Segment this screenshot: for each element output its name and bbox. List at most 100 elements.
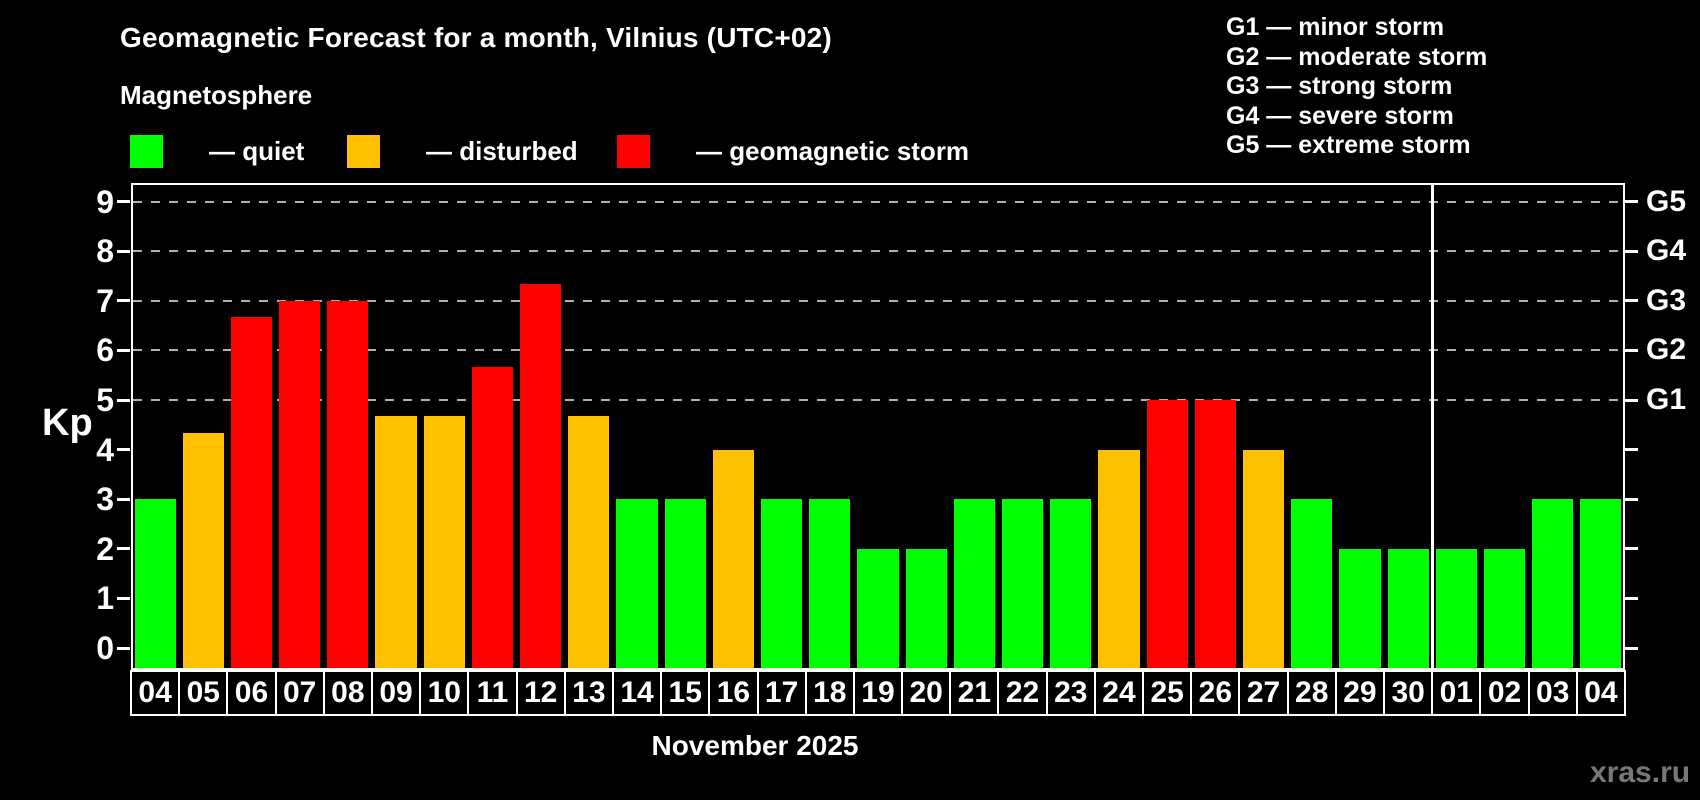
day-label-8: 12 — [515, 670, 566, 716]
y-axis-tick-7 — [117, 299, 130, 303]
day-label-28: 02 — [1479, 670, 1530, 716]
kp-bar-day-03 — [1532, 499, 1574, 668]
y-axis-label-8: 8 — [96, 233, 114, 270]
right-axis-tick-5 — [1625, 398, 1638, 402]
day-label-0: 04 — [130, 670, 181, 716]
kp-bar-day-04 — [1580, 499, 1622, 668]
g-legend-line-g3: G3 — strong storm — [1226, 72, 1453, 100]
right-axis-label-g1: G1 — [1646, 383, 1687, 416]
y-axis-label-7: 7 — [96, 282, 114, 319]
kp-bar-day-11 — [471, 366, 514, 668]
kp-bar-day-01 — [1435, 548, 1477, 668]
day-label-2: 06 — [226, 670, 277, 716]
y-axis-label-9: 9 — [96, 183, 114, 220]
day-label-10: 14 — [611, 670, 663, 716]
y-axis-tick-3 — [117, 497, 130, 501]
kp-bar-day-26 — [1194, 400, 1236, 668]
y-axis-tick-2 — [117, 547, 130, 551]
right-axis-label-g2: G2 — [1646, 333, 1687, 367]
day-label-12: 16 — [708, 670, 759, 716]
right-axis-tick-1 — [1625, 596, 1638, 600]
day-label-30: 04 — [1575, 670, 1626, 716]
kp-bar-day-04 — [134, 499, 176, 668]
right-axis-tick-2 — [1625, 547, 1638, 551]
day-label-21: 25 — [1142, 670, 1193, 716]
kp-bar-day-20 — [905, 548, 947, 668]
kp-bar-day-07 — [279, 300, 321, 668]
legend-label-storm: — geomagnetic storm — [696, 135, 970, 166]
kp-bar-day-24 — [1098, 449, 1140, 668]
g-legend-line-g5: G5 — extreme storm — [1226, 131, 1471, 159]
day-label-20: 24 — [1093, 670, 1145, 716]
kp-bar-day-23 — [1050, 499, 1092, 668]
y-axis-label-5: 5 — [96, 382, 114, 418]
kp-bar-day-27 — [1242, 449, 1285, 668]
day-label-11: 15 — [660, 670, 711, 716]
y-axis-tick-1 — [117, 596, 130, 600]
day-label-6: 10 — [419, 670, 470, 716]
day-label-4: 08 — [322, 670, 373, 716]
kp-bar-day-12 — [520, 284, 562, 668]
kp-bar-day-28 — [1291, 499, 1333, 668]
chart-title: Geomagnetic Forecast for a month, Vilniu… — [120, 22, 832, 53]
gridline-kp6 — [133, 349, 1622, 352]
kp-bar-day-15 — [664, 499, 706, 668]
kp-bar-day-06 — [230, 317, 273, 668]
chart-subtitle: Magnetosphere — [120, 80, 313, 110]
x-axis-title: November 2025 — [651, 730, 859, 761]
y-axis-tick-0 — [117, 646, 130, 650]
g-legend-line-g2: G2 — moderate storm — [1226, 42, 1488, 71]
y-axis-tick-8 — [117, 249, 130, 253]
y-axis-tick-9 — [117, 200, 130, 204]
kp-bar-day-09 — [375, 416, 417, 668]
right-axis-label-g3: G3 — [1646, 283, 1687, 317]
day-label-15: 19 — [852, 670, 904, 716]
day-label-3: 07 — [274, 670, 325, 716]
kp-bar-day-16 — [712, 449, 754, 668]
kp-bar-day-08 — [327, 300, 369, 668]
day-label-25: 29 — [1334, 670, 1386, 716]
day-label-7: 11 — [467, 670, 518, 716]
right-axis-tick-8 — [1625, 249, 1638, 253]
kp-bar-day-21 — [953, 499, 995, 668]
right-axis-tick-0 — [1625, 646, 1638, 650]
legend-label-disturbed: — disturbed — [426, 135, 578, 166]
kp-bar-day-10 — [423, 416, 465, 668]
y-axis-label-6: 6 — [96, 332, 114, 369]
right-axis-tick-7 — [1625, 299, 1638, 303]
y-axis-label-3: 3 — [96, 481, 114, 518]
y-axis-tick-4 — [117, 448, 130, 452]
right-axis-tick-6 — [1625, 348, 1638, 352]
kp-bar-day-19 — [857, 548, 899, 668]
right-axis-tick-9 — [1625, 200, 1638, 204]
kp-bar-day-14 — [616, 499, 658, 668]
kp-bar-day-25 — [1146, 400, 1188, 668]
legend-item-storm: — geomagnetic storm — [617, 134, 969, 168]
storm-swatch — [617, 134, 650, 168]
kp-bar-day-13 — [568, 416, 610, 668]
legend-label-quiet: — quiet — [209, 135, 305, 166]
day-label-29: 03 — [1527, 670, 1578, 716]
right-axis-tick-4 — [1625, 448, 1638, 452]
kp-bar-day-17 — [761, 499, 803, 668]
legend-item-quiet: — quiet — [130, 134, 304, 168]
day-label-13: 17 — [756, 670, 807, 716]
day-label-16: 20 — [901, 670, 952, 716]
g-legend-line-g1: G1 — minor storm — [1226, 13, 1445, 41]
day-label-17: 21 — [949, 670, 1000, 716]
g-scale-legend: G1 — minor storm G2 — moderate storm G3 … — [1226, 13, 1487, 161]
right-axis-label-g4: G4 — [1646, 234, 1687, 268]
y-axis-label-2: 2 — [96, 530, 114, 567]
disturbed-swatch — [347, 134, 380, 168]
day-label-14: 18 — [804, 670, 855, 716]
kp-bar-day-22 — [1001, 499, 1044, 668]
day-label-22: 26 — [1190, 670, 1241, 716]
gridline-kp8 — [133, 250, 1622, 253]
gridline-kp9 — [133, 200, 1622, 203]
y-axis-label-0: 0 — [96, 630, 114, 666]
day-label-5: 09 — [370, 670, 422, 716]
month-separator-line — [1430, 183, 1434, 670]
y-axis-label-4: 4 — [96, 431, 114, 468]
day-label-24: 28 — [1286, 670, 1337, 716]
kp-bar-day-02 — [1483, 548, 1526, 668]
